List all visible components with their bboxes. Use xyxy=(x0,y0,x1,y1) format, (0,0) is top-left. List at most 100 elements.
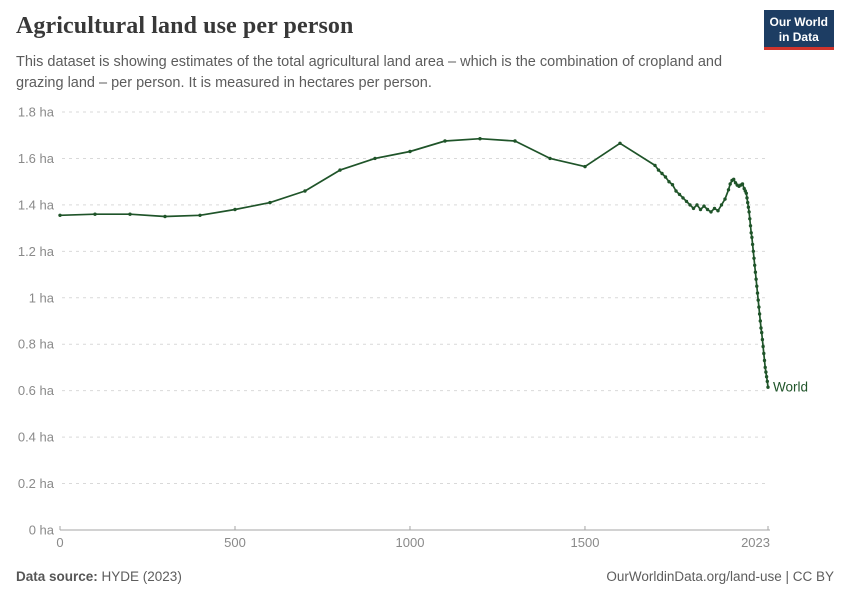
data-point[interactable] xyxy=(723,197,727,201)
data-point[interactable] xyxy=(653,163,657,168)
data-source-label: Data source: xyxy=(16,569,98,584)
data-point[interactable] xyxy=(698,207,703,212)
data-point[interactable] xyxy=(667,180,671,184)
y-axis-tick-label: 1.6 ha xyxy=(18,151,55,166)
data-source-value: HYDE (2023) xyxy=(97,569,182,584)
owid-logo-line1: Our World xyxy=(769,15,828,29)
data-point[interactable] xyxy=(763,365,767,370)
data-point[interactable] xyxy=(728,182,732,186)
data-point[interactable] xyxy=(745,196,749,200)
data-point[interactable] xyxy=(478,137,482,141)
data-point[interactable] xyxy=(752,256,756,260)
data-point[interactable] xyxy=(757,305,761,309)
x-axis-tick-label: 1000 xyxy=(396,535,425,550)
data-point[interactable] xyxy=(663,175,668,179)
data-point[interactable] xyxy=(691,206,696,211)
data-point[interactable] xyxy=(758,319,762,323)
data-point[interactable] xyxy=(443,139,447,143)
data-point[interactable] xyxy=(681,196,685,200)
x-axis-tick-label: 0 xyxy=(56,535,63,550)
data-point[interactable] xyxy=(373,156,377,161)
data-point[interactable] xyxy=(670,183,675,187)
x-axis-tick-label: 2023 xyxy=(741,535,770,550)
data-point[interactable] xyxy=(757,312,762,316)
data-point[interactable] xyxy=(756,298,760,302)
data-point[interactable] xyxy=(732,177,736,181)
data-point[interactable] xyxy=(684,199,689,204)
y-axis-tick-label: 0.2 ha xyxy=(18,476,55,491)
data-point[interactable] xyxy=(688,203,692,207)
data-point[interactable] xyxy=(618,141,622,145)
data-point[interactable] xyxy=(748,217,752,221)
y-axis-tick-label: 1 ha xyxy=(29,290,55,305)
data-point[interactable] xyxy=(750,242,755,247)
data-point[interactable] xyxy=(764,375,769,379)
data-point[interactable] xyxy=(709,210,713,214)
data-point[interactable] xyxy=(719,203,724,207)
data-point[interactable] xyxy=(705,207,710,212)
data-point[interactable] xyxy=(753,263,757,267)
data-point[interactable] xyxy=(762,358,767,363)
y-axis-tick-label: 1.2 ha xyxy=(18,244,55,259)
data-point[interactable] xyxy=(674,189,678,193)
data-point[interactable] xyxy=(268,200,272,205)
data-point[interactable] xyxy=(751,249,755,253)
owid-logo[interactable]: Our World in Data xyxy=(763,10,834,51)
data-point[interactable] xyxy=(755,291,760,295)
data-point[interactable] xyxy=(747,210,751,214)
data-point[interactable] xyxy=(656,168,661,172)
data-point[interactable] xyxy=(761,344,765,349)
data-point[interactable] xyxy=(740,182,745,186)
data-point[interactable] xyxy=(128,212,132,216)
x-axis-tick-label: 1500 xyxy=(571,535,600,550)
y-axis-tick-label: 0.6 ha xyxy=(18,383,55,398)
data-point[interactable] xyxy=(748,224,753,228)
data-point[interactable] xyxy=(583,164,587,169)
data-source: Data source: HYDE (2023) xyxy=(16,569,182,584)
data-point[interactable] xyxy=(660,171,664,176)
data-point[interactable] xyxy=(766,385,770,389)
data-point[interactable] xyxy=(746,200,750,205)
y-axis-tick-label: 1.8 ha xyxy=(18,105,55,120)
data-point[interactable] xyxy=(755,284,759,288)
data-point[interactable] xyxy=(746,205,751,209)
series-end-label: World xyxy=(773,380,808,395)
data-point[interactable] xyxy=(408,149,412,154)
data-point[interactable] xyxy=(760,337,765,342)
data-point[interactable] xyxy=(513,139,517,143)
data-point[interactable] xyxy=(198,213,202,217)
data-point[interactable] xyxy=(58,213,62,217)
data-point[interactable] xyxy=(702,204,706,208)
page-title: Agricultural land use per person xyxy=(16,13,354,39)
y-axis-tick-label: 0.8 ha xyxy=(18,337,55,352)
data-point[interactable] xyxy=(744,191,748,195)
data-point[interactable] xyxy=(716,209,720,213)
data-point[interactable] xyxy=(712,206,717,211)
data-point[interactable] xyxy=(695,203,699,207)
data-point[interactable] xyxy=(750,235,754,240)
data-point[interactable] xyxy=(163,214,167,219)
data-point[interactable] xyxy=(760,330,764,335)
data-point[interactable] xyxy=(303,189,307,193)
y-axis-tick-label: 0 ha xyxy=(29,523,55,538)
credit-link[interactable]: OurWorldinData.org/land-use | CC BY xyxy=(606,569,834,584)
data-point[interactable] xyxy=(726,188,731,192)
series-line-world[interactable] xyxy=(59,137,769,389)
y-axis-tick-label: 0.4 ha xyxy=(18,430,55,445)
data-point[interactable] xyxy=(93,212,97,216)
y-axis-tick-label: 1.4 ha xyxy=(18,197,55,212)
data-point[interactable] xyxy=(759,326,763,330)
owid-logo-line2: in Data xyxy=(778,29,819,44)
data-point[interactable] xyxy=(548,156,552,161)
data-point[interactable] xyxy=(753,270,758,274)
data-point[interactable] xyxy=(749,231,753,235)
data-point[interactable] xyxy=(754,277,758,281)
data-point[interactable] xyxy=(233,207,237,212)
data-point[interactable] xyxy=(677,192,682,197)
data-point[interactable] xyxy=(762,351,766,356)
data-point[interactable] xyxy=(764,370,768,374)
data-point[interactable] xyxy=(338,168,342,172)
data-point[interactable] xyxy=(765,379,769,384)
